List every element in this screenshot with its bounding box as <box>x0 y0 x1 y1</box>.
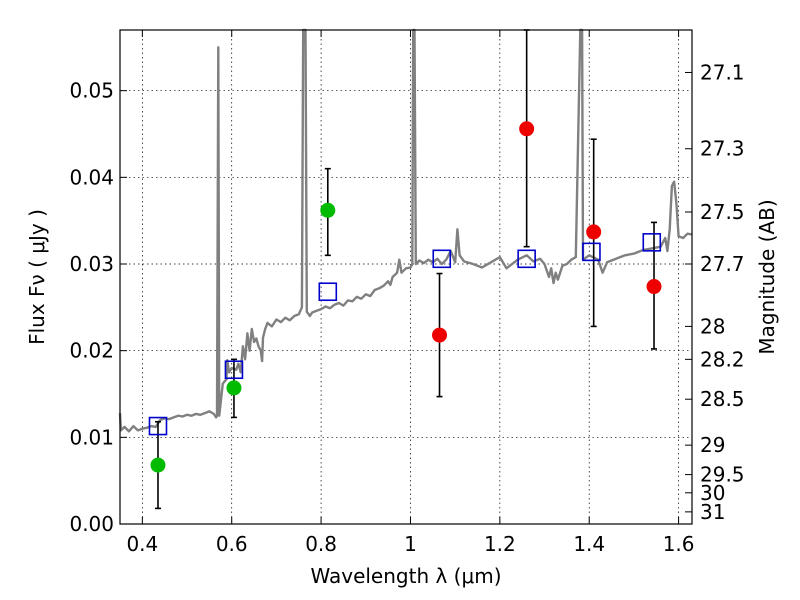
mag-tick-label: 27.1 <box>700 60 745 84</box>
ticks-layer: 0.4 0.6 0.8 1 1.2 1.4 1.6 0.00 0.01 0.02 0.03 0.04 0… <box>69 30 745 556</box>
model-photometry-square <box>432 249 452 269</box>
y-axis-title: Flux Fν ( μJy ) <box>25 209 49 345</box>
mag-tick-label: 27.5 <box>700 200 745 224</box>
data-point <box>586 224 602 240</box>
model-spectrum-layer <box>118 28 693 433</box>
mag-tick-label: 27.7 <box>700 252 745 276</box>
y-tick-label: 0.01 <box>69 425 114 449</box>
grid-lines <box>120 30 692 525</box>
y-tick-label: 0.00 <box>69 512 114 536</box>
data-point <box>432 327 448 343</box>
model-photometry-square <box>148 416 168 436</box>
x-tick-label: 0.6 <box>216 532 248 556</box>
x-tick-label: 0.8 <box>305 532 337 556</box>
x-axis-title: Wavelength λ (μm) <box>310 564 501 588</box>
y-tick-label: 0.02 <box>69 339 114 363</box>
data-point <box>320 202 336 218</box>
data-point <box>519 121 535 137</box>
model-photometry-square <box>318 282 338 302</box>
model-spectrum-line <box>118 28 693 433</box>
data-point <box>226 380 242 396</box>
data-point <box>150 457 166 473</box>
model-photometry-square <box>582 242 601 262</box>
model-photometry-square <box>517 249 536 269</box>
plot-frame <box>119 29 693 525</box>
mag-tick-label: 31 <box>700 500 725 524</box>
data-point <box>646 279 662 295</box>
mag-tick-label: 30 <box>700 481 725 505</box>
markers-layer <box>148 121 662 473</box>
mag-tick-label: 27.3 <box>700 137 745 161</box>
x-tick-label: 1 <box>404 532 417 556</box>
x-tick-label: 1.4 <box>573 532 605 556</box>
y-tick-label: 0.03 <box>69 252 114 276</box>
mag-tick-label: 29 <box>700 433 725 457</box>
model-photometry-square <box>642 233 662 252</box>
x-tick-label: 0.4 <box>126 532 158 556</box>
model-photometry-square <box>224 360 244 380</box>
mag-tick-label: 28 <box>700 314 725 338</box>
mag-tick-label: 28.2 <box>700 347 745 371</box>
mag-tick-label: 29.5 <box>700 463 745 487</box>
y-tick-label: 0.05 <box>69 79 114 103</box>
x-tick-label: 1.2 <box>484 532 516 556</box>
x-tick-label: 1.6 <box>663 532 695 556</box>
mag-tick-label: 28.5 <box>700 387 745 411</box>
y2-axis-title: Magnitude (AB) <box>755 199 779 354</box>
y-tick-label: 0.04 <box>69 165 114 189</box>
